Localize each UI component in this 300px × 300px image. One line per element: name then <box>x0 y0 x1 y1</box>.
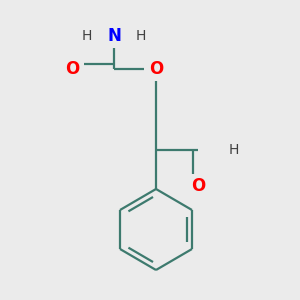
Text: O: O <box>191 177 205 195</box>
Text: N: N <box>107 27 121 45</box>
Text: O: O <box>65 60 79 78</box>
Text: O: O <box>149 60 163 78</box>
Text: H: H <box>82 29 92 43</box>
Text: H: H <box>229 143 239 157</box>
Text: H: H <box>136 29 146 43</box>
